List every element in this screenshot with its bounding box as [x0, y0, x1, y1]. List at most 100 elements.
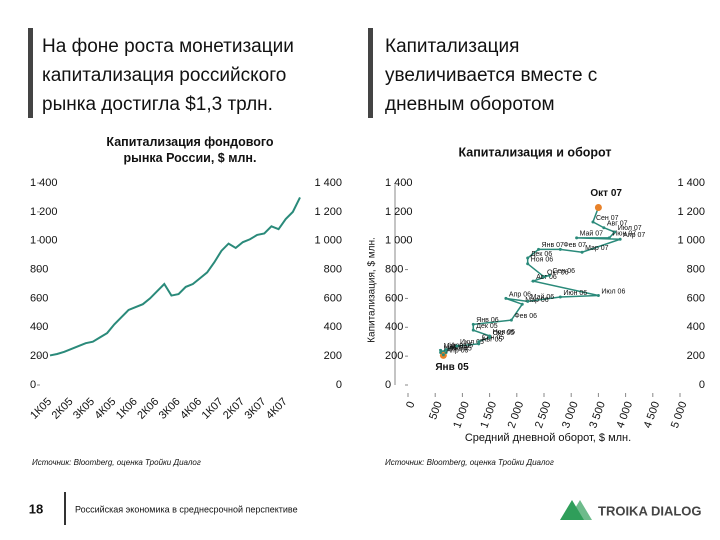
point	[441, 353, 445, 357]
point-label: Янв 06	[476, 317, 498, 324]
y-tick-label: 1 400	[30, 177, 58, 189]
point-label: Авг 07	[607, 221, 628, 228]
x-tick-label: 1 500	[478, 400, 499, 430]
point	[558, 295, 562, 299]
point	[607, 236, 611, 240]
point	[547, 273, 551, 277]
point-label: Авг 06	[536, 274, 557, 281]
x-tick-label: 1К06	[114, 396, 140, 422]
point-label: Сен 07	[596, 215, 619, 222]
point	[613, 230, 617, 234]
point-label: Июл 07	[618, 225, 642, 232]
y-tick-label: 200	[687, 350, 705, 362]
x-tick-label: 3К05	[71, 396, 97, 422]
point-label: Окт 07	[590, 188, 622, 199]
x-tick-label: 500	[427, 400, 445, 421]
wrapped-text: На фоне роста монетизации капитализация р…	[42, 36, 294, 115]
point	[526, 262, 530, 266]
point-label: Май 06	[531, 293, 555, 301]
x-tick-label: 4 000	[614, 400, 635, 430]
point	[455, 344, 459, 348]
point	[520, 302, 524, 306]
y-tick-label: 400	[687, 321, 705, 333]
point-label: Май 05	[444, 344, 468, 352]
y-tick-label: 400	[324, 321, 342, 333]
y-tick-label: 600	[324, 292, 342, 304]
x-tick-label: 4 500	[642, 400, 663, 430]
point	[558, 247, 562, 251]
point	[504, 296, 508, 300]
x-tick-label: 1 000	[451, 400, 472, 430]
y-tick-label: 600	[385, 292, 403, 304]
point	[526, 299, 530, 303]
point-label: Май 07	[580, 230, 604, 238]
x-tick-label: 4К07	[264, 396, 290, 422]
point-label: Фев 05	[449, 345, 472, 352]
point-label: Сен 05	[482, 335, 505, 342]
point	[542, 275, 546, 279]
line-series	[49, 196, 301, 357]
point-label: Ноя 06	[531, 257, 554, 264]
source: Источник: Bloomberg, оценка Тройки Диало…	[385, 458, 554, 467]
y-tick-label: 1 000	[677, 235, 705, 247]
point-label: Янв 07	[542, 242, 564, 249]
point-label: Окт 06	[547, 270, 569, 277]
point-label: Июн 07	[612, 231, 636, 238]
x-tick-label: 2 000	[506, 400, 527, 430]
point	[531, 279, 535, 283]
y-tick-label: 600	[687, 292, 705, 304]
point-label: Июн 05	[449, 342, 473, 349]
point	[537, 247, 541, 251]
point-label: Дек 06	[531, 251, 553, 258]
y-tick-label: 200	[30, 350, 48, 362]
point-label: Мар 06	[525, 297, 549, 304]
x-tick-label: 5 000	[669, 400, 690, 430]
point	[444, 351, 448, 355]
point-label: Июл 05	[460, 339, 484, 346]
point	[580, 250, 584, 254]
x-tick-label: 2К05	[50, 396, 76, 422]
x-axis-label: Средний дневной оборот, $ млн.	[465, 432, 631, 444]
point-label: Янв 05	[435, 362, 469, 373]
y-tick-label: 0	[30, 379, 36, 391]
trajectory	[438, 207, 621, 356]
point-label: Фев 07	[563, 242, 586, 249]
y-tick-label: 1 200	[385, 206, 413, 218]
point-label: Сен 06	[552, 268, 575, 275]
x-tick-label: 3 000	[560, 400, 581, 430]
point-label: Июн 06	[563, 290, 587, 297]
y-tick-label: 1 200	[314, 206, 342, 218]
y-tick-label: 200	[324, 350, 342, 362]
y-tick-label: 0	[699, 379, 705, 391]
source: Источник: Bloomberg, оценка Тройки Диало…	[32, 458, 201, 467]
point-label: Авг 05	[482, 337, 503, 344]
point	[602, 226, 606, 230]
y-tick-label: 1 000	[314, 235, 342, 247]
point	[471, 322, 475, 326]
heading-bar	[28, 28, 33, 118]
x-tick-label: 1К07	[200, 396, 226, 422]
y-tick-label: 600	[30, 292, 48, 304]
point-label: Мар 07	[585, 245, 609, 252]
y-tick-label: 400	[30, 321, 48, 333]
point	[526, 256, 530, 260]
y-tick-label: 1 000	[30, 235, 58, 247]
point	[444, 348, 448, 352]
y-tick-label: 1 400	[385, 177, 413, 189]
point	[488, 334, 492, 338]
logo-text: TROIKA DIALOG	[598, 503, 702, 518]
logo-mark	[560, 500, 592, 520]
point	[596, 294, 600, 298]
footer-text: Российская экономика в среднесрочной пер…	[75, 504, 298, 514]
x-tick-label: 3К07	[242, 396, 268, 422]
y-tick-label: 0	[385, 379, 391, 391]
page-number: 18	[29, 501, 43, 516]
y-tick-label: 400	[385, 321, 403, 333]
y-tick-label: 800	[385, 263, 403, 275]
point	[477, 340, 481, 344]
y-tick-label: 1 200	[30, 206, 58, 218]
y-tick-label: 1 200	[677, 206, 705, 218]
point-label: Ноя 05	[493, 329, 516, 336]
point-label: Апр 05	[446, 348, 468, 355]
